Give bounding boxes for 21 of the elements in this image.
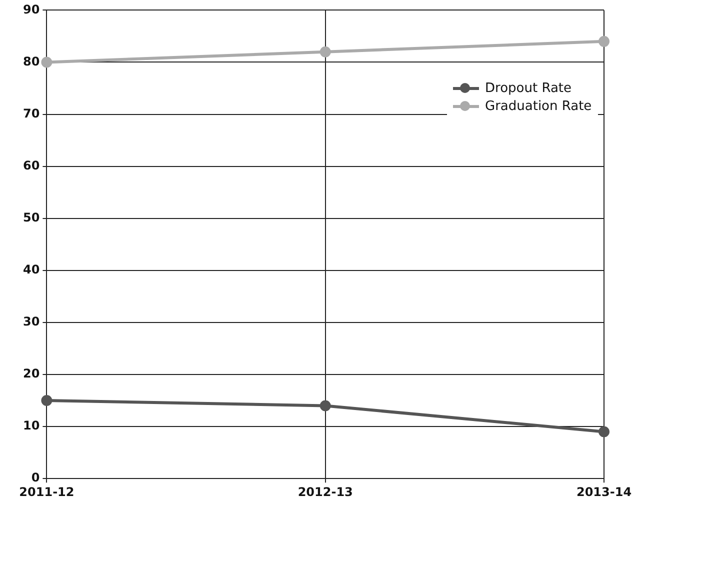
legend-label: Graduation Rate [485,99,592,114]
y-tick-label: 30 [22,314,40,329]
x-tick-label: 2011-12 [19,484,74,499]
y-tick-label: 40 [22,262,40,277]
x-tick-label: 2012-13 [298,484,353,499]
y-tick-label: 0 [31,470,40,485]
point [41,395,52,406]
y-tick-label: 10 [22,418,40,433]
y-tick-label: 80 [22,54,40,68]
point [598,426,610,438]
y-tick-label: 90 [22,2,40,16]
y-tick-label: 70 [22,106,40,120]
point [320,400,331,412]
y-tick-label: 20 [22,366,40,381]
y-tick-label: 60 [22,158,40,172]
point [598,36,610,47]
y-tick-label: 50 [22,210,40,225]
legend-label: Dropout Rate [485,81,572,96]
point [320,46,331,58]
x-tick-label: 2013-14 [576,484,632,499]
point [41,56,52,68]
